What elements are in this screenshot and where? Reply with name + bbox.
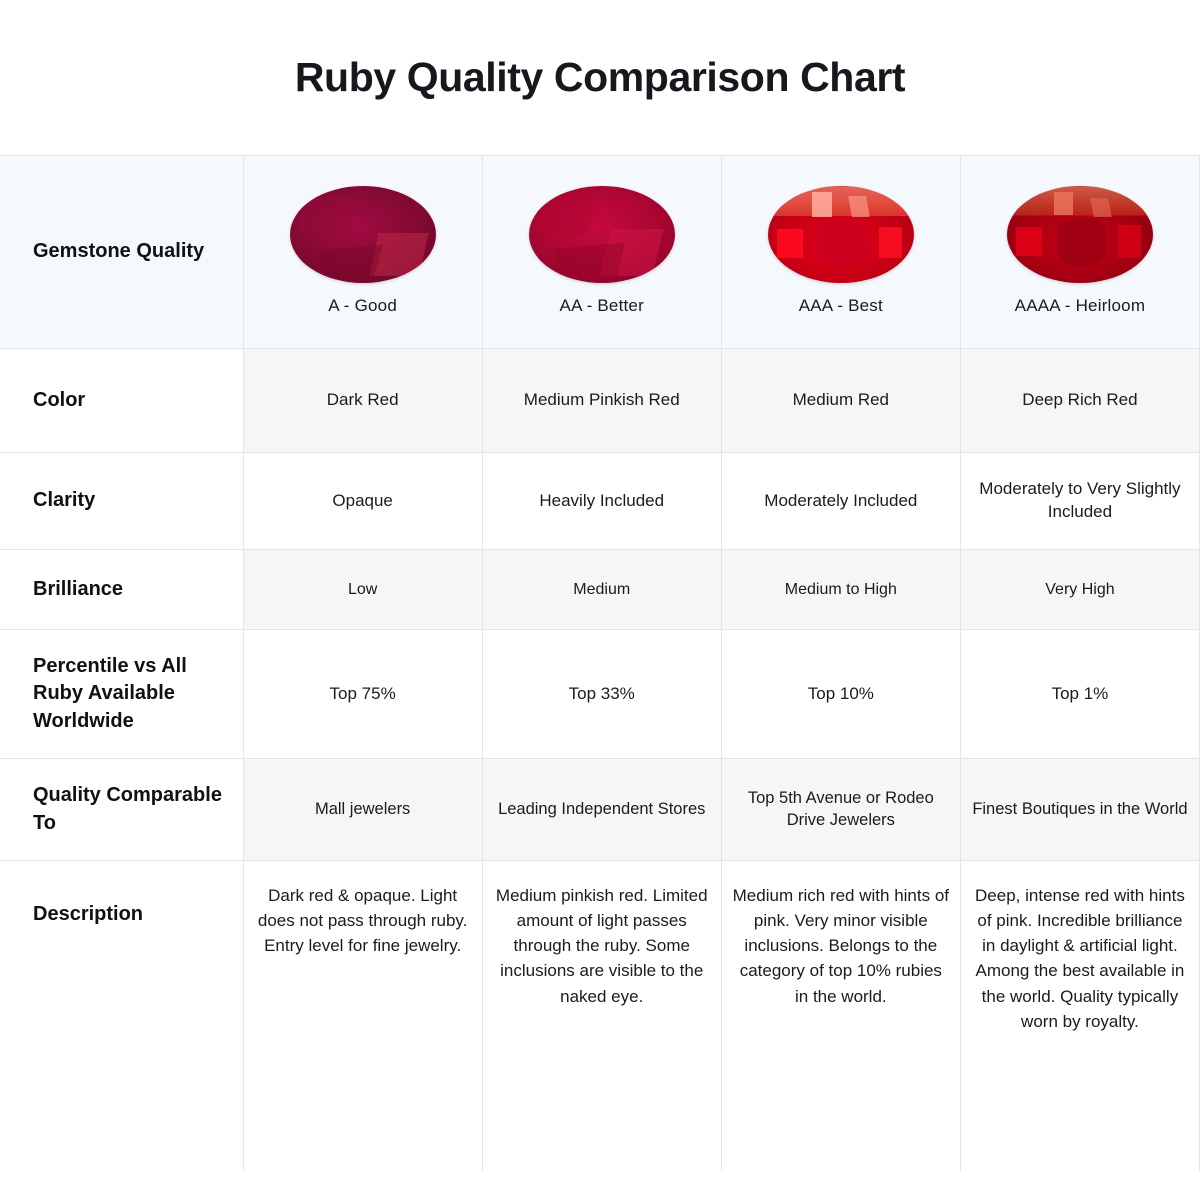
row-label-comparable-to: Quality Comparable To	[0, 758, 244, 861]
table-row-color: Color Dark Red Medium Pinkish Red Medium…	[0, 348, 1200, 453]
title-bar: Ruby Quality Comparison Chart	[0, 0, 1200, 155]
description-value-a: Dark red & opaque. Light does not pass t…	[243, 860, 483, 1171]
description-value-aaa: Medium rich red with hints of pink. Very…	[721, 860, 961, 1171]
percentile-value-aa: Top 33%	[482, 629, 722, 759]
ruby-gem-a-icon	[289, 186, 436, 284]
gem-grade-label-aaaa: AAAA - Heirloom	[1014, 296, 1146, 316]
color-value-a: Dark Red	[243, 348, 483, 453]
row-label-percentile: Percentile vs All Ruby Available Worldwi…	[0, 629, 244, 759]
comparable-value-aaaa: Finest Boutiques in the World	[960, 758, 1200, 861]
clarity-value-a: Opaque	[243, 452, 483, 550]
clarity-value-aaa: Moderately Included	[721, 452, 961, 550]
brilliance-value-aaaa: Very High	[960, 549, 1200, 630]
comparable-value-aa: Leading Independent Stores	[482, 758, 722, 861]
color-value-aa: Medium Pinkish Red	[482, 348, 722, 453]
gem-grade-label-aa: AA - Better	[559, 296, 644, 316]
description-value-aaaa: Deep, intense red with hints of pink. In…	[960, 860, 1200, 1171]
table-row-gemstone-quality: Gemstone Quality A - Good AA - B	[0, 155, 1200, 349]
color-value-aaa: Medium Red	[721, 348, 961, 453]
percentile-value-aaaa: Top 1%	[960, 629, 1200, 759]
quality-comparison-table: Gemstone Quality A - Good AA - B	[0, 155, 1200, 1171]
row-label-clarity: Clarity	[0, 452, 244, 550]
row-label-color: Color	[0, 348, 244, 453]
comparable-value-aaa: Top 5th Avenue or Rodeo Drive Jewelers	[721, 758, 961, 861]
gem-cell-a: A - Good	[243, 155, 483, 349]
ruby-gem-aaaa-icon	[1006, 186, 1153, 284]
table-row-description: Description Dark red & opaque. Light doe…	[0, 860, 1200, 1171]
row-label-description: Description	[0, 860, 244, 1171]
gem-cell-aaaa: AAAA - Heirloom	[960, 155, 1200, 349]
description-value-aa: Medium pinkish red. Limited amount of li…	[482, 860, 722, 1171]
brilliance-value-aaa: Medium to High	[721, 549, 961, 630]
gem-cell-aa: AA - Better	[482, 155, 722, 349]
row-label-gemstone-quality: Gemstone Quality	[0, 155, 244, 349]
table-row-percentile: Percentile vs All Ruby Available Worldwi…	[0, 629, 1200, 759]
row-label-brilliance: Brilliance	[0, 549, 244, 630]
table-row-comparable-to: Quality Comparable To Mall jewelers Lead…	[0, 758, 1200, 861]
ruby-gem-aaa-icon	[767, 186, 914, 284]
table-row-clarity: Clarity Opaque Heavily Included Moderate…	[0, 452, 1200, 550]
percentile-value-aaa: Top 10%	[721, 629, 961, 759]
page-title: Ruby Quality Comparison Chart	[294, 54, 906, 100]
clarity-value-aa: Heavily Included	[482, 452, 722, 550]
gem-grade-label-a: A - Good	[328, 296, 397, 316]
percentile-value-a: Top 75%	[243, 629, 483, 759]
ruby-gem-aa-icon	[528, 186, 675, 284]
comparable-value-a: Mall jewelers	[243, 758, 483, 861]
clarity-value-aaaa: Moderately to Very Slightly Included	[960, 452, 1200, 550]
color-value-aaaa: Deep Rich Red	[960, 348, 1200, 453]
brilliance-value-a: Low	[243, 549, 483, 630]
brilliance-value-aa: Medium	[482, 549, 722, 630]
table-row-brilliance: Brilliance Low Medium Medium to High Ver…	[0, 549, 1200, 630]
gem-cell-aaa: AAA - Best	[721, 155, 961, 349]
gem-grade-label-aaa: AAA - Best	[798, 296, 883, 316]
